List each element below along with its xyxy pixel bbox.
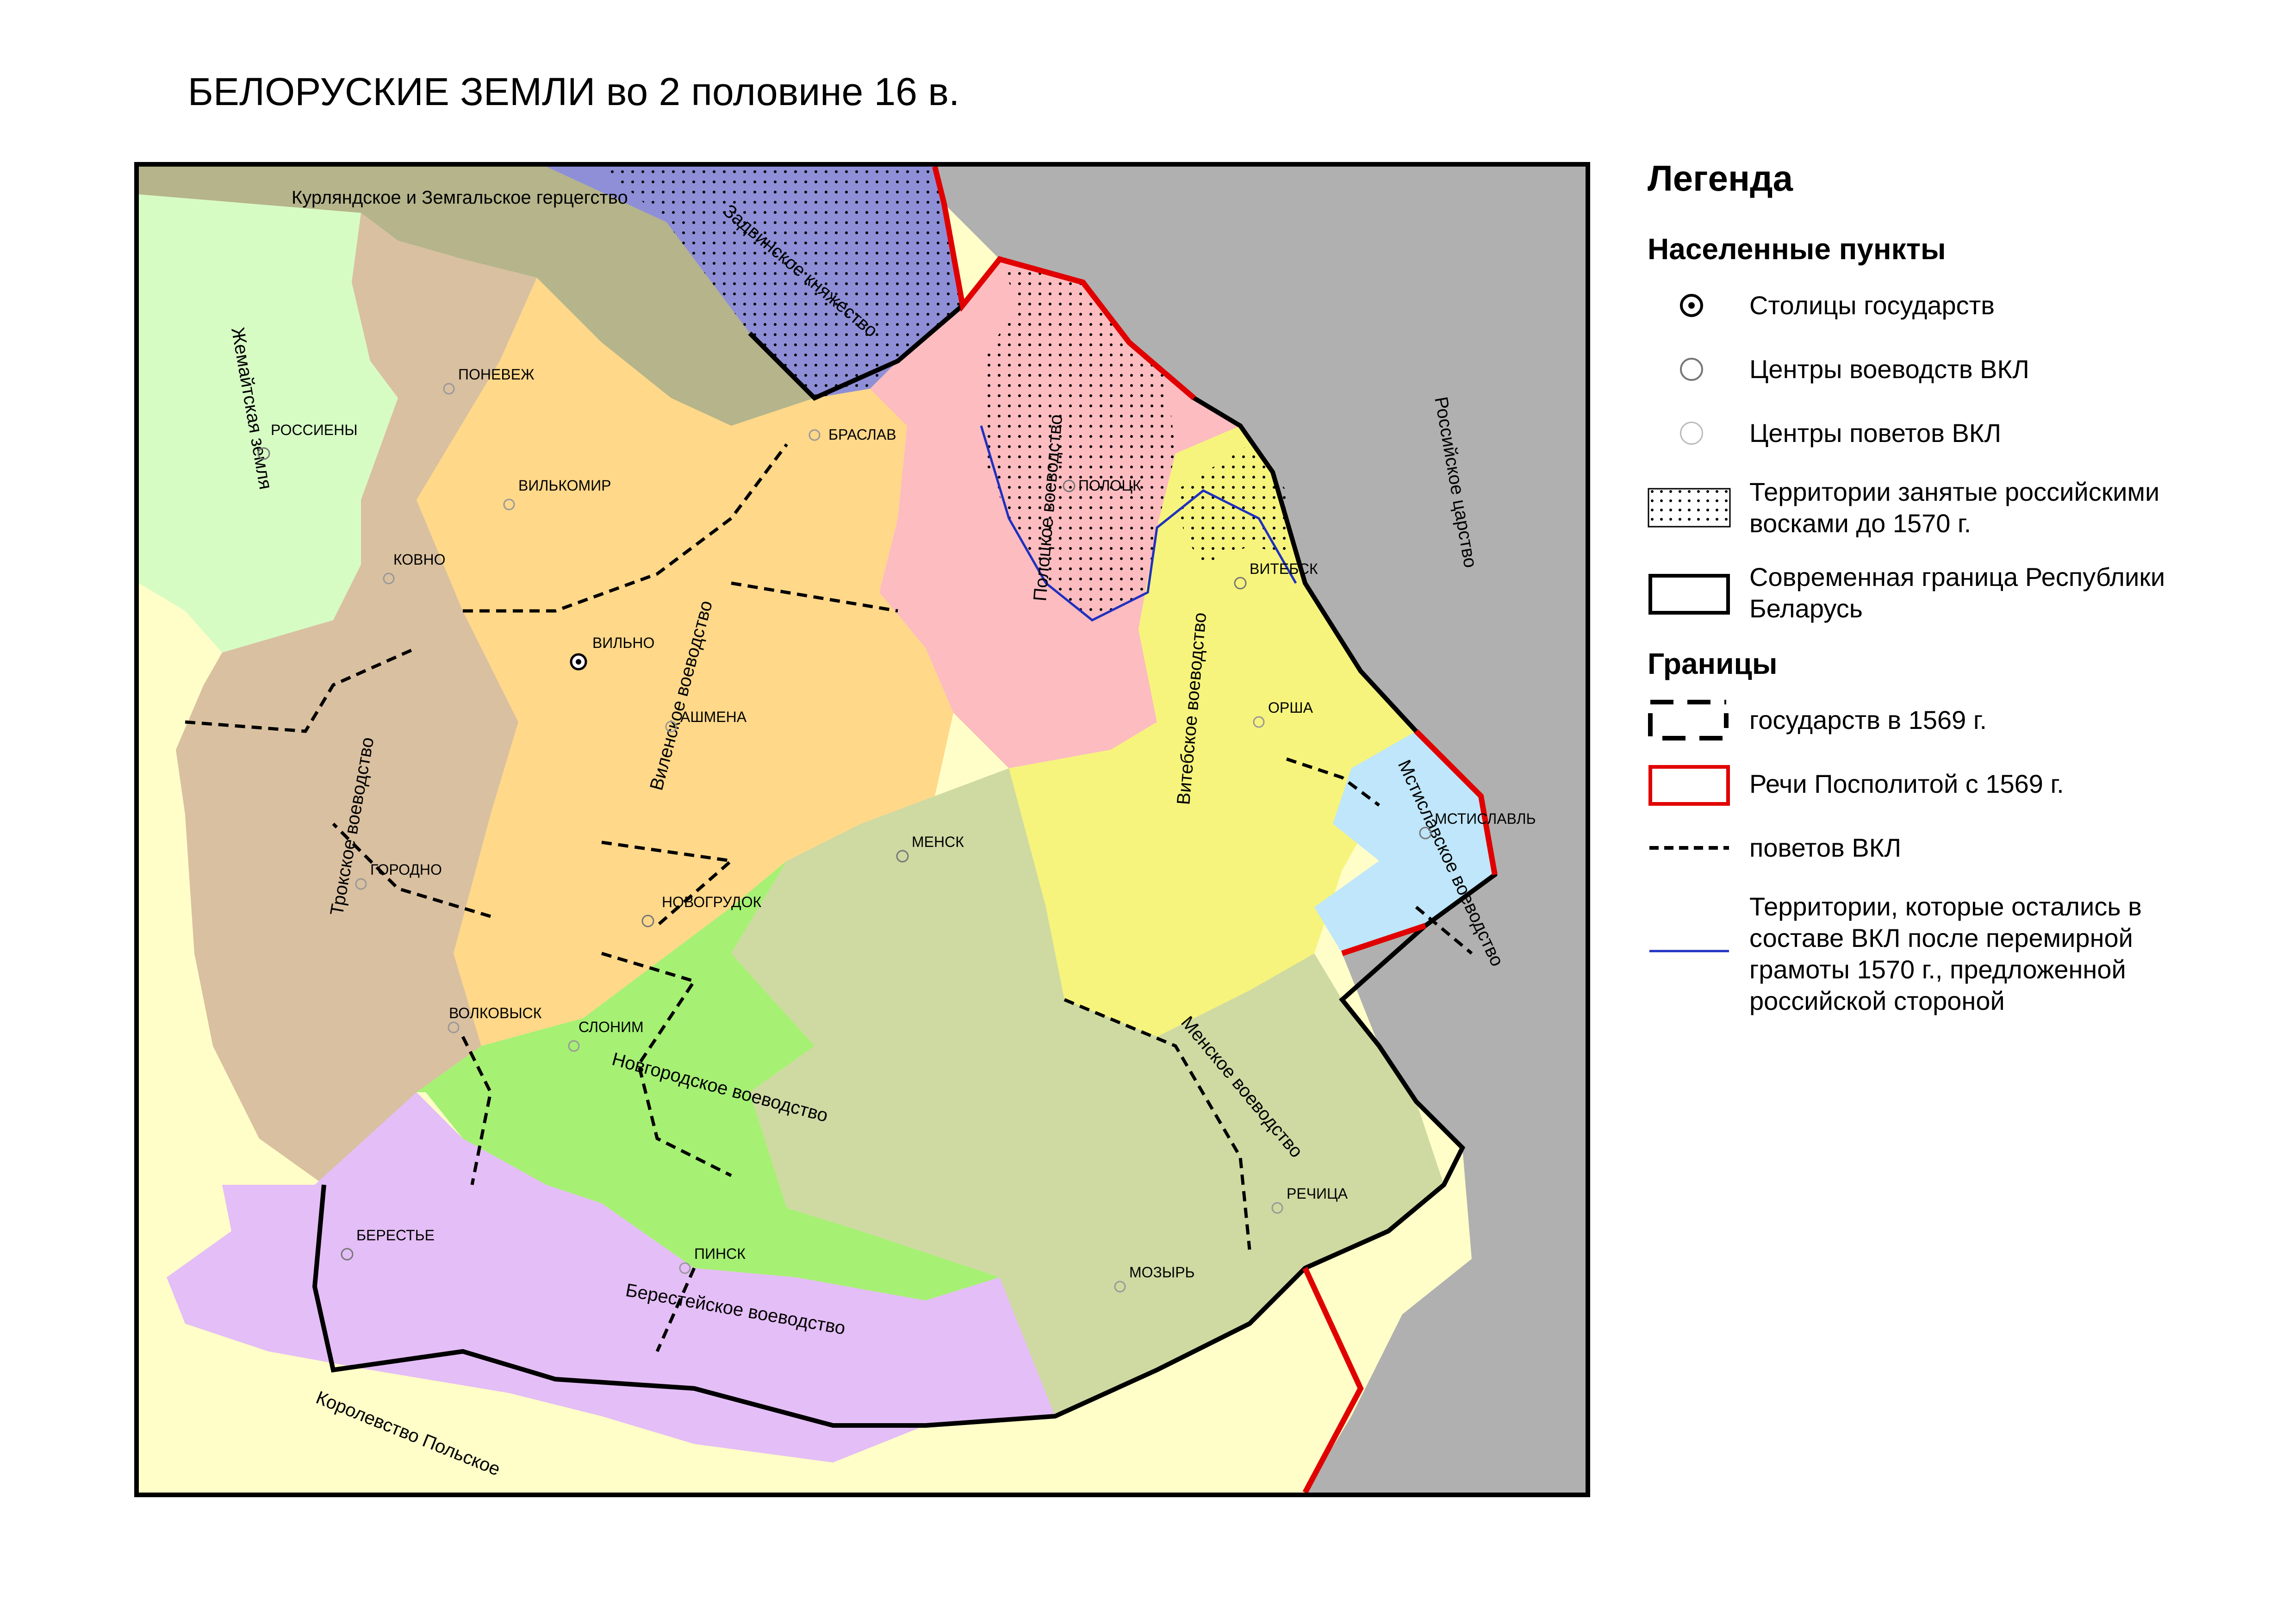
modern-border-swatch [1648, 572, 1749, 615]
region-russia [935, 167, 1586, 1493]
povet-center-icon [443, 383, 455, 395]
voivodeship-center-icon [1234, 577, 1247, 590]
city-rossieny: РОССИЕНЫ [271, 422, 358, 438]
city-pinsk: ПИНСК [694, 1245, 746, 1262]
capital-icon [1648, 285, 1749, 326]
occupied-vitebsk [1175, 444, 1296, 565]
city-ashmena: АШМЕНА [680, 709, 747, 725]
states-border-swatch [1648, 699, 1749, 741]
povet-center-icon [383, 572, 395, 585]
povet-center-icon [568, 1040, 580, 1052]
voivodeship-center-icon [1648, 348, 1749, 390]
legend-title: Легенда [1648, 158, 1793, 199]
city-menesk: МЕНСК [912, 834, 964, 850]
legend-row-remained: Территории, которые остались в составе В… [1648, 891, 2286, 1017]
povet-center-icon [1271, 1202, 1283, 1214]
povet-center-icon [503, 498, 515, 510]
city-berestye: БЕРЕСТЬЕ [356, 1227, 435, 1244]
city-vitebsk: ВИТЕБСК [1250, 560, 1318, 577]
povet-center-icon [1114, 1281, 1126, 1293]
occupied-polotsk [981, 259, 1175, 620]
city-kovno: КОВНО [393, 551, 446, 568]
region-minsk [731, 768, 1444, 1425]
city-ponevezh: ПОНЕВЕЖ [458, 366, 535, 383]
legend-row-states-1569: государств в 1569 г. [1648, 699, 2286, 741]
region-vitebsk [1009, 426, 1416, 1037]
label-poland: Королевство Польское [313, 1388, 503, 1480]
legend-row-povet-centers: Центры поветов ВКЛ [1648, 412, 2286, 454]
city-novogrudok: НОВОГРУДОК [662, 894, 762, 910]
legend-row-povets: поветов ВКЛ [1648, 827, 2286, 869]
city-orsha: ОРША [1268, 699, 1313, 716]
povet-center-icon [679, 1262, 691, 1274]
voivodeship-center-icon [896, 850, 909, 863]
region-samogitia [139, 194, 398, 653]
map-frame: Курляндское и Земгальское герцегство Зад… [134, 162, 1590, 1497]
city-vilno: ВИЛЬНО [592, 635, 654, 651]
povet-center-icon [448, 1021, 460, 1033]
city-polotsk: ПОЛОЦК [1078, 477, 1141, 494]
rzeczpospolita-border [932, 167, 1498, 1493]
region-novogrudok [417, 861, 1000, 1300]
city-braslav: БРАСЛАВ [828, 426, 896, 443]
legend-row-occupied: Территории занятые российскими восками д… [1648, 476, 2286, 539]
voivodeship-center-icon [641, 915, 654, 927]
povet-center-icon [355, 878, 367, 890]
city-vilkomir: ВИЛЬКОМИР [518, 477, 611, 494]
vkl-1570-swatch [1648, 891, 1749, 952]
voivodeship-center-icon [1419, 827, 1432, 840]
legend-settlements-heading: Населенные пункты [1648, 232, 1946, 266]
legend-borders-heading: Границы [1648, 647, 1778, 680]
rzeczpospolita-border-swatch [1648, 763, 1749, 806]
legend-row-voivodeship-centers: Центры воеводств ВКЛ [1648, 348, 2286, 390]
region-vilnius [417, 278, 953, 1046]
legend-row-modern-border: Современная граница Республики Беларусь [1648, 561, 2286, 624]
povet-center-icon [665, 721, 677, 733]
povet-center-icon [809, 429, 821, 441]
city-mozyr: МОЗЫРЬ [1129, 1264, 1195, 1281]
region-trakai [176, 213, 537, 1185]
city-volkovysk: ВОЛКОВЫСК [449, 1005, 542, 1021]
povet-borders [185, 443, 1473, 1352]
voivodeship-center-icon [1063, 479, 1076, 492]
vkl-remaining-1570 [980, 425, 1297, 622]
map-title: БЕЛОРУСКИЕ ЗЕМЛИ во 2 половине 16 в. [187, 70, 960, 113]
legend: Легенда Населенные пункты Столицы госуда… [1648, 157, 2286, 1039]
city-mstislavl: МСТИСЛАВЛЬ [1435, 810, 1536, 827]
voivodeship-center-icon [257, 447, 270, 460]
povet-center-icon [1253, 716, 1265, 728]
map-canvas: Курляндское и Земгальское герцегство Зад… [139, 167, 1586, 1493]
city-grodno: ГОРОДНО [370, 861, 442, 878]
city-slonim: СЛОНИМ [578, 1019, 644, 1035]
povet-border-swatch [1648, 827, 1749, 869]
voivodeship-center-icon [341, 1248, 354, 1261]
region-mstislavl [1314, 731, 1495, 953]
legend-row-capitals: Столицы государств [1648, 285, 2286, 326]
occupied-swatch [1648, 487, 1749, 529]
occupied-livonia [602, 167, 963, 398]
povet-center-icon [1648, 412, 1749, 454]
label-courland: Курляндское и Земгальское герцегство [292, 187, 628, 208]
city-rechitsa: РЕЧИЦА [1287, 1185, 1348, 1202]
legend-row-rzeczpospolita: Речи Посполитой с 1569 г. [1648, 763, 2286, 806]
region-courland [139, 167, 815, 426]
region-brest [167, 1092, 1055, 1462]
